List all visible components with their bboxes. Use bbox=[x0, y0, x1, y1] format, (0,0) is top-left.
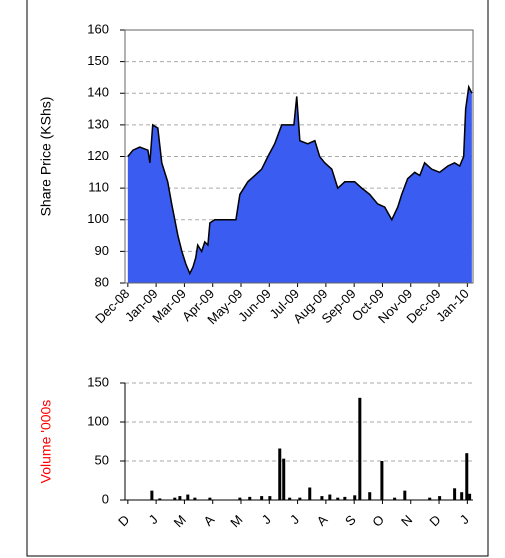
bar bbox=[320, 496, 324, 500]
bar bbox=[193, 497, 197, 500]
y-axis-label: Share Price (KShs) bbox=[38, 97, 54, 217]
bar bbox=[453, 488, 457, 500]
bar bbox=[288, 497, 292, 500]
bar bbox=[380, 461, 384, 500]
bar bbox=[260, 496, 264, 500]
y-tick-label: 100 bbox=[87, 413, 109, 428]
plot-border bbox=[124, 29, 474, 284]
bar bbox=[460, 492, 464, 500]
y-tick-label: 0 bbox=[102, 491, 109, 506]
bar bbox=[178, 496, 182, 500]
bar bbox=[248, 496, 252, 500]
bar bbox=[336, 497, 340, 500]
bar bbox=[208, 497, 212, 500]
y-axis-label: Volume '000s bbox=[38, 400, 54, 484]
line bbox=[127, 84, 473, 276]
bar bbox=[403, 490, 407, 500]
bar bbox=[358, 397, 362, 500]
y-tick-label: 160 bbox=[87, 21, 109, 36]
bar bbox=[368, 492, 372, 500]
bar bbox=[158, 498, 162, 500]
bar bbox=[278, 448, 282, 500]
bar bbox=[298, 497, 302, 500]
y-tick-label: 80 bbox=[95, 274, 109, 289]
y-tick-label: 90 bbox=[95, 243, 109, 258]
y-tick-label: 150 bbox=[87, 374, 109, 389]
bar bbox=[468, 493, 472, 500]
bar bbox=[428, 497, 432, 500]
y-tick-label: 130 bbox=[87, 116, 109, 131]
bar bbox=[173, 497, 177, 500]
bar bbox=[150, 490, 154, 500]
bar bbox=[353, 495, 357, 500]
y-tick-label: 50 bbox=[95, 452, 109, 467]
area bbox=[127, 86, 472, 283]
bar bbox=[268, 496, 272, 500]
bar bbox=[465, 453, 469, 500]
bar bbox=[343, 496, 347, 500]
y-tick-label: 120 bbox=[87, 148, 109, 163]
y-tick-label: 150 bbox=[87, 53, 109, 68]
bar bbox=[186, 494, 190, 500]
y-tick-label: 100 bbox=[87, 211, 109, 226]
bar bbox=[308, 487, 312, 500]
bar bbox=[438, 496, 442, 500]
bar bbox=[238, 497, 242, 500]
bar bbox=[328, 494, 332, 500]
bar bbox=[393, 497, 397, 500]
y-tick-label: 110 bbox=[88, 180, 109, 195]
y-tick-label: 140 bbox=[87, 85, 109, 100]
bar bbox=[282, 458, 286, 500]
